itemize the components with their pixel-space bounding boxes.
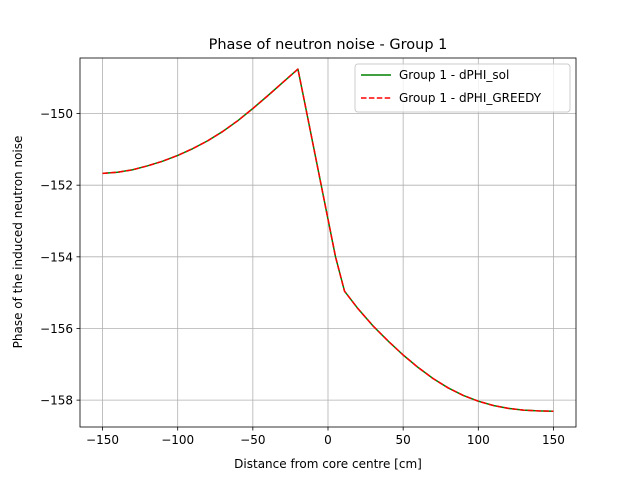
y-tick-label: −152 — [40, 179, 73, 193]
legend-label-dphi-greedy: Group 1 - dPHI_GREEDY — [399, 91, 542, 105]
x-tick-label: −50 — [240, 433, 265, 447]
x-tick-label: 100 — [467, 433, 490, 447]
y-axis-label: Phase of the induced neutron noise — [11, 136, 25, 349]
y-tick-label: −154 — [40, 250, 73, 264]
x-tick-label: 150 — [542, 433, 565, 447]
plot-lines — [102, 68, 554, 412]
x-tick-label: 50 — [396, 433, 411, 447]
plot-frame — [79, 57, 577, 428]
legend-box — [354, 63, 571, 113]
y-tick-label: −158 — [40, 394, 73, 408]
y-tick-label: −150 — [40, 107, 73, 121]
x-tick-label: 0 — [324, 433, 332, 447]
x-tick-label: −100 — [161, 433, 194, 447]
x-tick-label: −150 — [86, 433, 119, 447]
ticks: −150 −100 −50 0 50 100 150 −158 −156 −154 −152 −150 — [40, 107, 565, 447]
x-axis-label: Distance from core centre [cm] — [234, 457, 422, 471]
legend-label-dphi-sol: Group 1 - dPHI_sol — [399, 68, 509, 82]
legend: Group 1 - dPHI_sol Group 1 - dPHI_GREEDY — [354, 63, 571, 113]
y-tick-label: −156 — [40, 322, 73, 336]
series-line-dphi-greedy — [102, 68, 554, 412]
grid — [80, 58, 576, 427]
chart-title: Phase of neutron noise - Group 1 — [209, 37, 448, 53]
